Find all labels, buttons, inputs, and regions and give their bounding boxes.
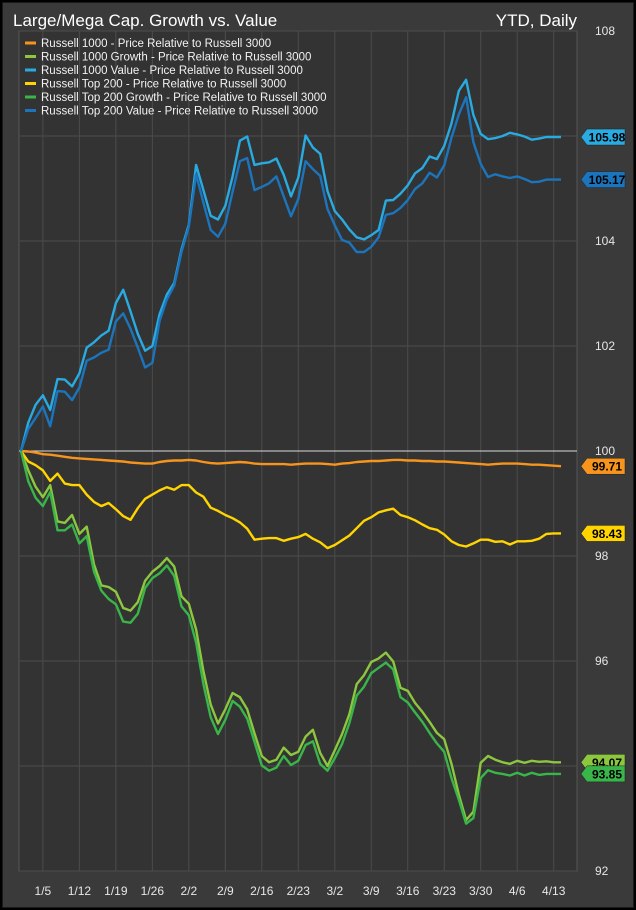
series-line-5 bbox=[19, 95, 561, 452]
end-value-label-2: 105.98 bbox=[589, 131, 626, 145]
line-chart: 92 96 98 100 102 104 108 1/5 1/12 1/19 1/26 2/2 2/9 2… bbox=[18, 24, 626, 898]
end-value-tag-4 bbox=[580, 765, 626, 783]
end-value-tag-3 bbox=[580, 525, 626, 542]
series-line-2 bbox=[19, 78, 561, 452]
end-value-label-3: 98.43 bbox=[592, 527, 622, 541]
series-line-4 bbox=[19, 450, 561, 825]
x-tick-label: 2/23 bbox=[287, 884, 311, 898]
x-tick-label: 1/12 bbox=[68, 884, 92, 898]
y-tick-label: 100 bbox=[595, 444, 615, 458]
chart-subtitle: YTD, Daily bbox=[495, 11, 577, 30]
end-value-label-0: 99.71 bbox=[592, 460, 622, 474]
chart-title: Large/Mega Cap. Growth vs. Value bbox=[13, 11, 278, 30]
x-tick-label: 3/16 bbox=[396, 884, 420, 898]
x-tick-label: 2/2 bbox=[180, 884, 197, 898]
x-tick-label: 1/5 bbox=[35, 884, 52, 898]
x-tick-label: 1/19 bbox=[104, 884, 128, 898]
series-line-0 bbox=[20, 449, 562, 468]
x-tick-label: 4/13 bbox=[542, 884, 566, 898]
y-tick-label: 98 bbox=[595, 549, 609, 563]
legend-label-0: Russell 1000 - Price Relative to Russell… bbox=[41, 38, 271, 50]
x-tick-label: 2/9 bbox=[217, 884, 234, 898]
end-value-tag-5 bbox=[580, 171, 626, 188]
x-tick-label: 3/30 bbox=[469, 884, 493, 898]
x-tick-label: 1/26 bbox=[141, 884, 165, 898]
y-tick-label: 102 bbox=[595, 339, 615, 353]
x-tick-label: 2/16 bbox=[250, 884, 274, 898]
legend-label-1: Russell 1000 Growth - Price Relative to … bbox=[41, 52, 311, 64]
x-tick-label: 3/9 bbox=[363, 884, 380, 898]
y-tick-label: 108 bbox=[595, 24, 615, 38]
y-tick-label: 96 bbox=[595, 654, 609, 668]
y-tick-label: 104 bbox=[595, 234, 615, 248]
legend-label-2: Russell 1000 Value - Price Relative to R… bbox=[41, 65, 303, 77]
legend-label-3: Russell Top 200 - Price Relative to Russ… bbox=[41, 79, 286, 91]
series-line-3 bbox=[20, 450, 561, 550]
end-value-tag-2 bbox=[580, 128, 626, 146]
legend-label-4: Russell Top 200 Growth - Price Relative … bbox=[41, 92, 327, 104]
end-value-label-4: 93.85 bbox=[592, 767, 622, 781]
x-tick-label: 4/6 bbox=[509, 884, 526, 898]
legend-label-5: Russell Top 200 Value - Price Relative t… bbox=[41, 106, 318, 118]
x-tick-label: 3/23 bbox=[433, 884, 457, 898]
end-value-label-5: 105.17 bbox=[589, 173, 626, 187]
x-tick-label: 3/2 bbox=[326, 884, 343, 898]
series-line-1 bbox=[19, 450, 561, 822]
end-value-tag-0 bbox=[580, 457, 626, 475]
y-tick-label: 92 bbox=[595, 864, 609, 878]
